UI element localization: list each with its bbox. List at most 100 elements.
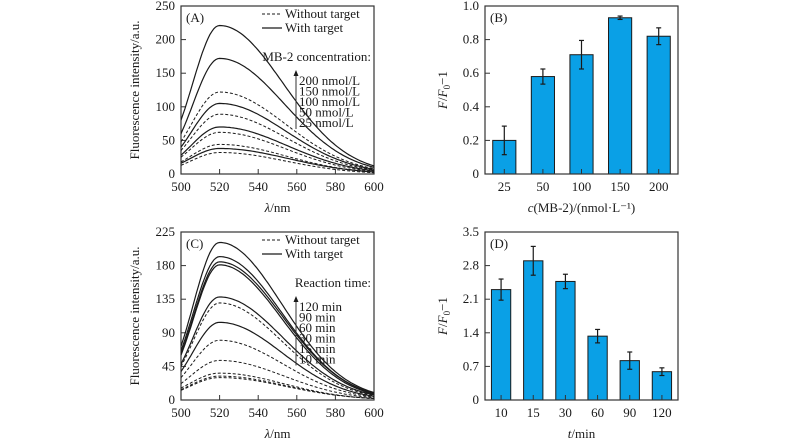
spectrum-without-target xyxy=(181,339,374,398)
y-tick-label: 100 xyxy=(156,99,176,114)
y-tick-label: 0 xyxy=(169,392,176,407)
y-tick-label: 0 xyxy=(473,166,480,181)
curves-group xyxy=(181,24,374,174)
x-axis-label-unit: /min xyxy=(571,426,595,441)
x-tick-label: 15 xyxy=(527,405,540,420)
y-label-minus-one: −1 xyxy=(435,71,450,85)
arrowhead-icon xyxy=(293,296,299,302)
bar xyxy=(555,280,576,401)
legend-series-label: 50 nmol/L xyxy=(299,105,354,120)
legend-entry-label: Without target xyxy=(285,6,360,21)
y-label-f: F xyxy=(435,100,450,110)
x-axis-label: c(MB-2)/(nmol·L⁻¹) xyxy=(528,200,636,215)
legend-series-label: 120 min xyxy=(299,299,342,314)
x-tick-label: 560 xyxy=(287,405,307,420)
plot-frame xyxy=(484,231,679,401)
x-tick-label: 500 xyxy=(171,405,191,420)
spectrum-with-target xyxy=(181,241,374,394)
arrowhead-icon xyxy=(293,70,299,76)
spectrum-without-target xyxy=(181,113,374,171)
x-axis-label-symbol: c xyxy=(528,200,534,215)
bar xyxy=(530,76,555,175)
x-tick-label: 25 xyxy=(498,179,511,194)
legend-series-label: 10 min xyxy=(299,352,336,367)
plot-frame xyxy=(180,5,375,175)
y-axis-label: F/F0−1 xyxy=(435,297,452,336)
y-label-slash: / xyxy=(435,323,450,327)
x-tick-label: 30 xyxy=(559,405,572,420)
curves-group xyxy=(181,241,374,399)
x-axis-label: λ/nm xyxy=(264,426,291,441)
spectrum-with-target xyxy=(181,296,374,396)
y-label-subscript: 0 xyxy=(442,310,452,315)
plot-frame xyxy=(484,5,679,175)
y-tick-label: 90 xyxy=(162,325,175,340)
bar xyxy=(646,35,671,175)
y-axis-label: Fluorescence intensity/a.u. xyxy=(127,247,142,386)
y-tick-label: 0 xyxy=(169,166,176,181)
y-tick-label: 0.8 xyxy=(463,32,479,47)
x-tick-label: 540 xyxy=(248,405,268,420)
y-axis-label: Fluorescence intensity/a.u. xyxy=(127,21,142,160)
y-tick-label: 45 xyxy=(162,358,175,373)
legend-entry-label: Without target xyxy=(285,232,360,247)
y-label-f0: F xyxy=(435,88,450,98)
spectrum-without-target xyxy=(181,143,374,173)
legend-series-label: 60 min xyxy=(299,320,336,335)
x-axis-label-unit: /nm xyxy=(270,426,290,441)
y-tick-label: 150 xyxy=(156,65,176,80)
x-axis-label: t/min xyxy=(568,426,596,441)
y-tick-label: 0.6 xyxy=(463,65,480,80)
bar xyxy=(490,289,512,401)
legend-series-label: 25 nmol/L xyxy=(299,115,354,130)
spectrum-without-target xyxy=(181,131,374,172)
x-tick-label: 150 xyxy=(610,179,630,194)
y-tick-label: 50 xyxy=(162,132,175,147)
y-label-f: F xyxy=(435,326,450,336)
x-tick-label: 500 xyxy=(171,179,191,194)
panel-label: (A) xyxy=(186,10,204,25)
legend-series-title: Reaction time: xyxy=(295,275,371,290)
y-tick-label: 180 xyxy=(156,258,176,273)
legend-series-label: 30 min xyxy=(299,331,336,346)
x-tick-label: 90 xyxy=(623,405,636,420)
legend-series-label: 100 nmol/L xyxy=(299,94,360,109)
x-tick-label: 560 xyxy=(287,179,307,194)
x-tick-label: 10 xyxy=(495,405,508,420)
legend-series-label: 15 min xyxy=(299,341,336,356)
x-tick-label: 100 xyxy=(572,179,592,194)
y-tick-label: 1.4 xyxy=(463,325,480,340)
x-tick-label: 580 xyxy=(326,179,346,194)
x-axis-label: λ/nm xyxy=(264,200,291,215)
spectrum-with-target xyxy=(181,24,374,167)
legend-entry-label: With target xyxy=(285,20,343,35)
panel-label: (C) xyxy=(186,236,203,251)
bar xyxy=(608,17,633,175)
x-tick-label: 120 xyxy=(652,405,672,420)
y-label-subscript: 0 xyxy=(442,84,452,89)
panel-label: (D) xyxy=(490,236,508,251)
spectrum-with-target xyxy=(181,126,374,172)
spectrum-with-target xyxy=(181,147,374,173)
x-axis-label-symbol: t xyxy=(568,426,572,441)
spectrum-without-target xyxy=(181,302,374,396)
y-tick-label: 2.1 xyxy=(463,291,479,306)
spectrum-with-target xyxy=(181,321,374,397)
x-tick-label: 580 xyxy=(326,405,346,420)
legend-series-label: 200 nmol/L xyxy=(299,73,360,88)
x-tick-label: 50 xyxy=(536,179,549,194)
x-tick-label: 520 xyxy=(210,179,230,194)
x-axis-label-symbol: λ xyxy=(264,200,271,215)
panel-c-spectra-time: 0 45 90 135 180 225 500 520 540 560 580 600 λ/nm Fluo… xyxy=(127,224,384,441)
panel-a-spectra-concentration: 0 50 100 150 200 250 500 520 540 560 580 600 λ/nm Flu… xyxy=(127,0,384,215)
y-tick-label: 2.8 xyxy=(463,258,479,273)
y-tick-label: 250 xyxy=(156,0,176,13)
bar xyxy=(587,335,608,401)
legend-series-label: 90 min xyxy=(299,310,336,325)
spectrum-with-target xyxy=(181,261,374,394)
spectrum-without-target xyxy=(181,359,374,399)
y-tick-label: 0.2 xyxy=(463,132,479,147)
